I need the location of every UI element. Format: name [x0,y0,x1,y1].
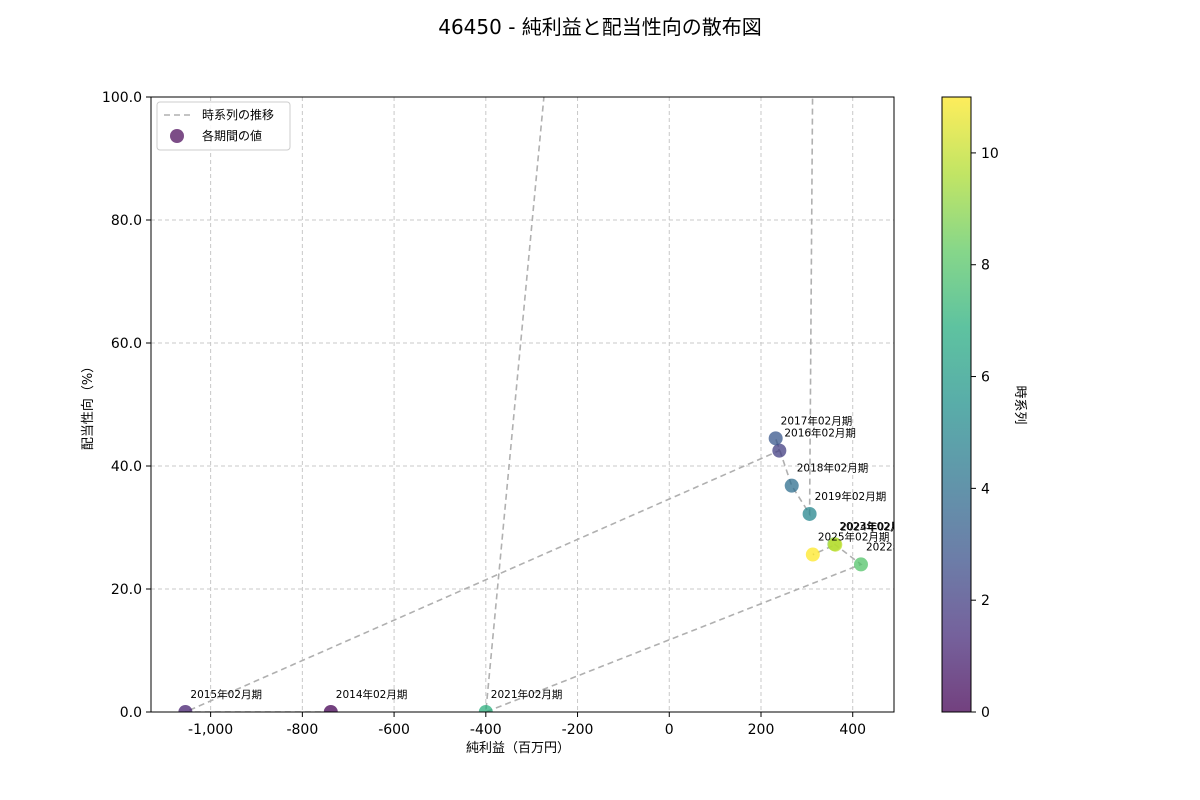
grid [151,96,894,713]
y-axis-ticks: 0.0 20.0 40.0 60.0 80.0 100.0 [102,90,151,721]
legend-marker-swatch [170,129,184,143]
colorbar: 0 2 4 6 8 10 時系列 [941,96,1027,721]
point-label: 2025年02月期 [818,531,890,544]
data-point [853,557,868,572]
colorbar-tick-label: 8 [981,258,990,274]
y-tick-label: 0.0 [120,705,142,721]
colorbar-tick-label: 0 [981,705,990,721]
data-point [828,537,843,552]
y-tick-label: 80.0 [111,213,142,229]
y-tick-label: 40.0 [111,459,142,475]
y-tick-label: 20.0 [111,582,142,598]
data-point [323,705,338,712]
x-axis-ticks: -1,000 -800 -600 -400 -200 0 200 400 [188,712,866,738]
colorbar-label: 時系列 [1012,385,1027,424]
colorbar-gradient [941,96,972,713]
point-label: 2017年02月期 [781,414,853,427]
colorbar-tick-label: 10 [981,146,999,162]
data-point [772,443,787,458]
x-tick-label: -1,000 [188,722,233,738]
point-label: 2014年02月期 [336,688,408,701]
data-point [768,431,783,446]
point-label: 2019年02月期 [815,490,887,503]
point-label: 2023年02月期 [839,520,911,533]
x-tick-label: -200 [562,722,594,738]
y-axis-label: 配当性向（%） [80,360,96,450]
colorbar-tick-label: 6 [981,370,990,386]
point-label: 2021年02月期 [491,688,563,701]
legend: 時系列の推移 各期間の値 [156,101,291,151]
point-label: 2016年02月期 [784,427,856,440]
legend-marker-label: 各期間の値 [202,128,262,143]
colorbar-tick-label: 4 [981,481,990,497]
point-label: 2015年02月期 [190,688,262,701]
x-tick-label: -600 [378,722,410,738]
x-tick-label: 0 [665,722,674,738]
chart-title: 46450 - 純利益と配当性向の散布図 [438,15,762,39]
data-point [805,547,820,562]
data-point [802,506,817,521]
point-label: 2018年02月期 [797,462,869,475]
markers [178,431,868,712]
x-tick-label: -800 [286,722,318,738]
x-tick-label: -400 [470,722,502,738]
plot-frame [150,96,895,713]
point-label: 2024年02月期 [840,521,912,534]
data-point [784,478,799,493]
x-tick-label: 200 [748,722,775,738]
x-tick-label: 400 [839,722,866,738]
y-tick-label: 60.0 [111,336,142,352]
data-point [178,705,193,712]
legend-line-label: 時系列の推移 [202,108,274,122]
y-tick-label: 100.0 [102,90,142,106]
colorbar-ticks: 0 2 4 6 8 10 [971,146,999,721]
x-axis-label: 純利益（百万円） [466,741,570,756]
point-label: 2022年02月期 [866,540,938,553]
colorbar-tick-label: 2 [981,593,990,609]
data-point [478,705,493,712]
